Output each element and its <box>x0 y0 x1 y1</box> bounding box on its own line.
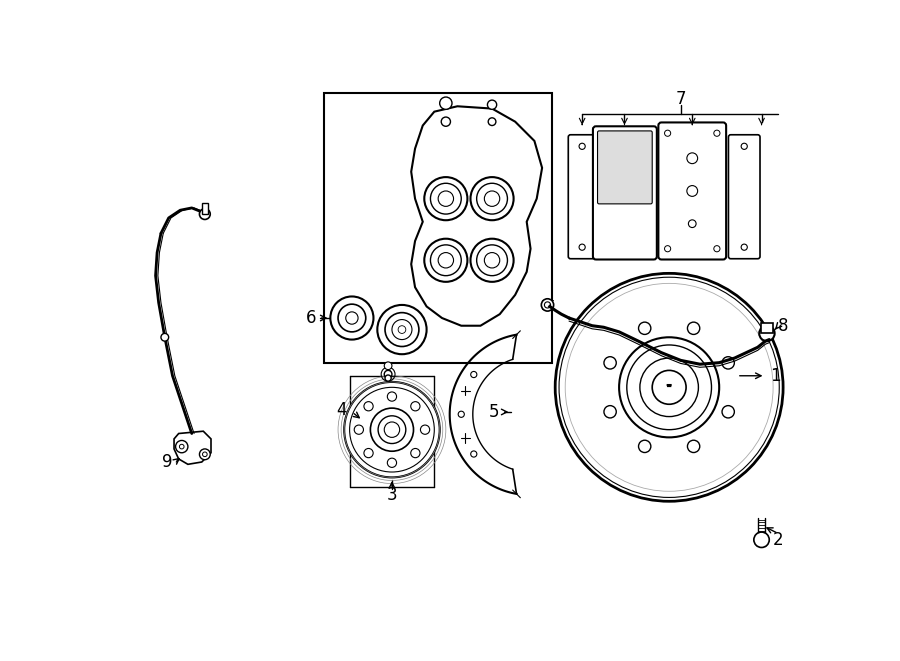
Circle shape <box>559 277 779 498</box>
Circle shape <box>441 117 451 126</box>
Circle shape <box>438 253 454 268</box>
Circle shape <box>200 449 211 459</box>
Circle shape <box>346 312 358 324</box>
Text: 8: 8 <box>778 317 788 334</box>
FancyBboxPatch shape <box>659 122 726 260</box>
Circle shape <box>640 358 698 416</box>
Circle shape <box>555 274 783 501</box>
Circle shape <box>471 177 514 220</box>
Circle shape <box>384 370 392 378</box>
Circle shape <box>384 422 400 438</box>
Circle shape <box>471 371 477 377</box>
Circle shape <box>544 302 551 308</box>
FancyBboxPatch shape <box>568 135 596 258</box>
Circle shape <box>344 382 440 477</box>
FancyBboxPatch shape <box>593 126 657 260</box>
Polygon shape <box>411 106 542 326</box>
Bar <box>202 204 208 214</box>
Circle shape <box>371 408 413 451</box>
Polygon shape <box>174 431 211 464</box>
Circle shape <box>722 357 734 369</box>
Circle shape <box>430 245 461 276</box>
Circle shape <box>410 402 420 411</box>
Circle shape <box>377 305 427 354</box>
Circle shape <box>488 100 497 109</box>
Circle shape <box>652 370 686 405</box>
Circle shape <box>420 425 429 434</box>
Circle shape <box>330 297 374 340</box>
Circle shape <box>714 130 720 136</box>
FancyBboxPatch shape <box>598 131 652 204</box>
Circle shape <box>338 304 365 332</box>
Circle shape <box>477 245 508 276</box>
Circle shape <box>565 284 773 491</box>
Circle shape <box>741 244 747 251</box>
Circle shape <box>471 451 477 457</box>
Circle shape <box>387 458 397 467</box>
Circle shape <box>349 387 435 472</box>
Circle shape <box>176 440 188 453</box>
Circle shape <box>638 440 651 453</box>
Circle shape <box>484 191 500 206</box>
Circle shape <box>604 357 617 369</box>
Circle shape <box>387 392 397 401</box>
Circle shape <box>364 448 374 457</box>
Text: 5: 5 <box>489 403 500 421</box>
Circle shape <box>477 183 508 214</box>
Circle shape <box>760 326 775 341</box>
Circle shape <box>200 209 211 219</box>
Circle shape <box>664 246 670 252</box>
Text: 9: 9 <box>162 453 173 471</box>
Circle shape <box>664 130 670 136</box>
Circle shape <box>619 337 719 438</box>
Circle shape <box>626 345 712 430</box>
Circle shape <box>424 239 467 282</box>
Circle shape <box>579 244 585 251</box>
Circle shape <box>384 362 392 369</box>
Circle shape <box>754 532 770 547</box>
Text: 3: 3 <box>387 486 397 504</box>
Circle shape <box>438 191 454 206</box>
Circle shape <box>179 444 184 449</box>
Circle shape <box>688 440 700 453</box>
Circle shape <box>741 143 747 149</box>
Circle shape <box>385 375 392 381</box>
FancyBboxPatch shape <box>728 135 760 258</box>
Circle shape <box>364 402 374 411</box>
Circle shape <box>440 97 452 109</box>
Circle shape <box>392 319 412 340</box>
Bar <box>324 93 552 363</box>
Circle shape <box>687 186 698 196</box>
Circle shape <box>385 313 418 346</box>
Circle shape <box>202 452 207 457</box>
Circle shape <box>688 220 696 227</box>
Circle shape <box>424 177 467 220</box>
Circle shape <box>541 299 554 311</box>
Circle shape <box>638 322 651 334</box>
Circle shape <box>579 143 585 149</box>
Circle shape <box>398 326 406 333</box>
Circle shape <box>687 153 698 164</box>
Text: 4: 4 <box>337 401 347 420</box>
Circle shape <box>714 246 720 252</box>
Circle shape <box>722 406 734 418</box>
Circle shape <box>604 406 617 418</box>
Text: 1: 1 <box>770 367 780 385</box>
Circle shape <box>458 411 464 417</box>
Circle shape <box>488 118 496 126</box>
Circle shape <box>688 322 700 334</box>
Circle shape <box>355 425 364 434</box>
Circle shape <box>484 253 500 268</box>
Text: 7: 7 <box>675 90 686 108</box>
Circle shape <box>471 239 514 282</box>
Text: 2: 2 <box>773 531 784 549</box>
Circle shape <box>430 183 461 214</box>
Circle shape <box>161 333 168 341</box>
Text: 6: 6 <box>306 309 317 327</box>
Circle shape <box>378 416 406 444</box>
Bar <box>760 323 773 333</box>
Circle shape <box>410 448 420 457</box>
